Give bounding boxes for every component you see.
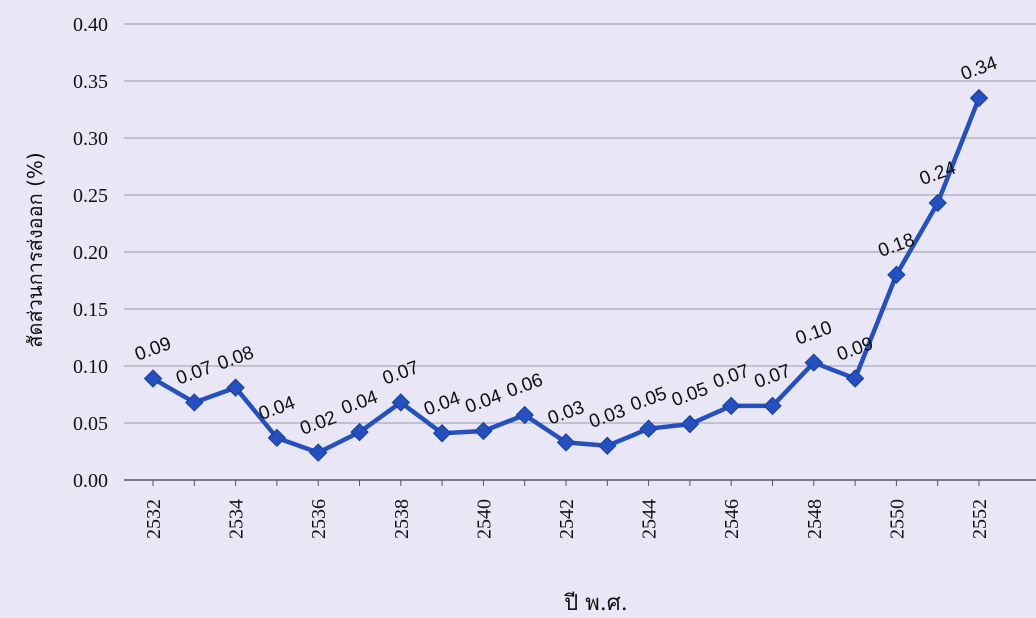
- y-tick-label: 0.30: [73, 128, 108, 150]
- data-label: 0.09: [132, 333, 174, 365]
- x-tick-label: 2542: [556, 499, 578, 539]
- data-label: 0.24: [917, 157, 959, 190]
- data-label: 0.02: [297, 407, 339, 439]
- data-point: [721, 396, 741, 416]
- data-label: 0.07: [710, 361, 752, 393]
- y-tick-label: 0.10: [73, 356, 108, 378]
- data-point: [474, 421, 493, 441]
- data-label: 0.09: [834, 333, 876, 365]
- y-tick-label: 0.35: [73, 71, 108, 93]
- data-point: [763, 396, 782, 416]
- data-label: 0.10: [793, 317, 835, 349]
- y-tick-label: 0.15: [73, 299, 108, 321]
- x-tick-label: 2546: [721, 499, 743, 539]
- data-point: [515, 405, 534, 425]
- data-point: [350, 422, 369, 442]
- x-tick-label: 2532: [143, 499, 165, 539]
- data-point: [680, 414, 700, 434]
- data-point: [969, 88, 989, 108]
- data-label: 0.06: [504, 370, 546, 402]
- data-label: 0.04: [463, 385, 505, 418]
- data-point: [845, 369, 865, 388]
- x-tick-label: 2534: [226, 499, 248, 539]
- x-tick-label: 2550: [886, 499, 908, 539]
- data-point: [432, 424, 452, 443]
- data-label: 0.03: [545, 397, 587, 429]
- x-tick-label: 2544: [639, 499, 661, 539]
- data-point: [391, 393, 411, 412]
- data-label: 0.18: [876, 229, 918, 261]
- data-label: 0.03: [586, 400, 628, 432]
- data-label: 0.34: [958, 53, 1000, 86]
- data-point: [308, 443, 328, 462]
- data-point: [556, 433, 576, 452]
- data-label: 0.04: [339, 387, 381, 420]
- y-tick-label: 0.40: [73, 14, 108, 36]
- data-label: 0.05: [669, 379, 711, 411]
- data-label: 0.04: [421, 388, 463, 421]
- series: [143, 88, 989, 462]
- x-tick-label: 2536: [308, 499, 330, 539]
- y-tick-label: 0.00: [73, 470, 108, 492]
- grid-lines: [124, 23, 1036, 481]
- data-label: 0.04: [256, 392, 298, 425]
- y-axis-label: สัดส่วนการส่งออก (%): [23, 152, 47, 347]
- data-labels: 0.090.07 0.080.04 0.020.040.070.04 0.04 0.06…: [132, 53, 1000, 440]
- x-tick-label: 2538: [391, 499, 413, 539]
- data-label: 0.05: [628, 383, 670, 415]
- data-point: [226, 378, 245, 397]
- data-label: 0.07: [380, 357, 422, 389]
- data-point: [639, 419, 658, 438]
- data-label: 0.08: [215, 342, 257, 374]
- x-tick-label: 2548: [804, 499, 826, 539]
- y-tick-label: 0.05: [73, 413, 108, 435]
- x-axis-ticks: 2532 2534 2536 2538 2540 2542 2544 2546 2548 2550…: [143, 480, 991, 539]
- x-tick-label: 2552: [969, 499, 991, 539]
- data-label: 0.07: [173, 357, 215, 389]
- data-point: [887, 265, 906, 285]
- data-point: [267, 428, 287, 448]
- data-point: [598, 436, 617, 456]
- data-point: [143, 369, 163, 388]
- data-point: [804, 353, 824, 372]
- x-axis-label: ปี พ.ศ.: [563, 591, 628, 616]
- x-tick-label: 2540: [473, 499, 495, 539]
- y-tick-label: 0.20: [73, 242, 108, 264]
- data-point: [185, 393, 204, 412]
- y-tick-label: 0.25: [73, 185, 108, 207]
- y-axis-ticks: 0.00 0.05 0.10 0.15 0.20 0.25 0.30 0.35 0.40: [73, 14, 108, 492]
- data-point: [928, 193, 947, 213]
